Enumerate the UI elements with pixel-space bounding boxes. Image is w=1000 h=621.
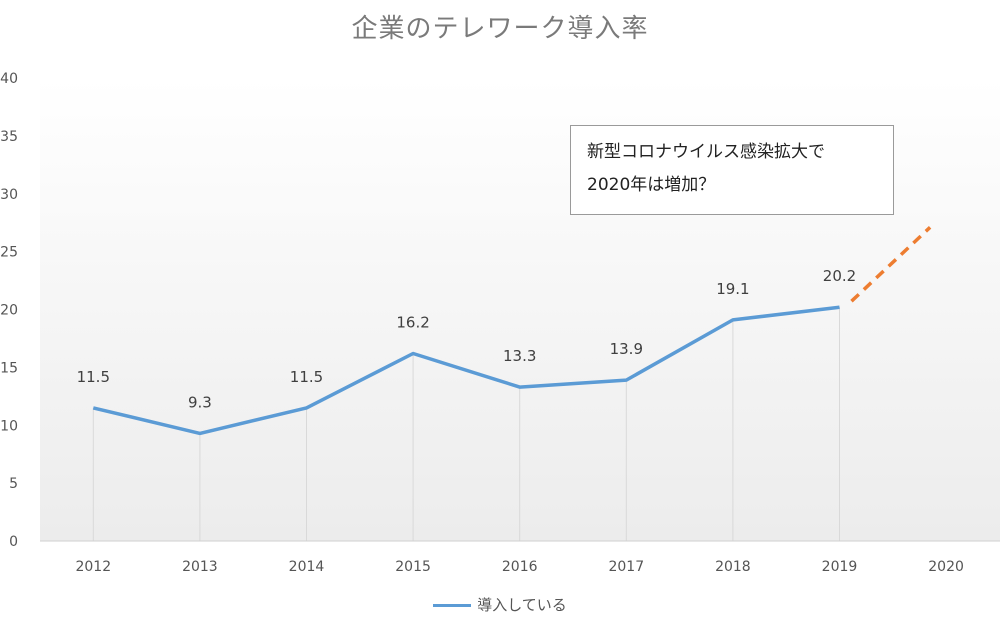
x-tick-label: 2020	[928, 559, 964, 575]
legend-swatch	[433, 604, 472, 607]
x-tick-label: 2015	[395, 559, 431, 575]
y-tick-label: 25	[0, 245, 18, 261]
x-tick-label: 2019	[822, 559, 858, 575]
y-tick-label: 35	[0, 129, 18, 145]
annotation-callout: 新型コロナウイルス感染拡大で 2020年は増加？	[570, 125, 894, 215]
data-label: 9.3	[188, 393, 212, 411]
projection-line	[850, 226, 932, 303]
data-label: 11.5	[290, 368, 323, 386]
x-tick-label: 2018	[715, 559, 751, 575]
chart-title: 企業のテレワーク導入率	[351, 14, 649, 44]
annotation-line-2: 2020年は増加？	[587, 175, 716, 195]
y-tick-label: 20	[0, 303, 18, 319]
data-label: 19.1	[716, 280, 749, 298]
annotation-line-1: 新型コロナウイルス感染拡大で	[587, 142, 825, 162]
legend: 導入している	[0, 594, 1000, 615]
data-label: 20.2	[823, 267, 856, 285]
x-tick-label: 2016	[502, 559, 538, 575]
legend-label: 導入している	[477, 596, 567, 614]
y-tick-label: 15	[0, 360, 18, 376]
y-tick-label: 0	[9, 534, 18, 550]
data-label: 16.2	[396, 313, 429, 331]
y-tick-label: 30	[0, 187, 18, 203]
data-label: 13.3	[503, 347, 536, 365]
data-label: 11.5	[77, 368, 110, 386]
x-tick-label: 2017	[608, 559, 644, 575]
x-tick-label: 2013	[182, 559, 218, 575]
y-tick-label: 10	[0, 418, 18, 434]
x-tick-label: 2014	[289, 559, 325, 575]
y-tick-label: 5	[9, 476, 18, 492]
series-line	[92, 305, 840, 436]
x-tick-label: 2012	[75, 559, 111, 575]
y-tick-label: 40	[0, 71, 18, 87]
data-label: 13.9	[610, 340, 643, 358]
